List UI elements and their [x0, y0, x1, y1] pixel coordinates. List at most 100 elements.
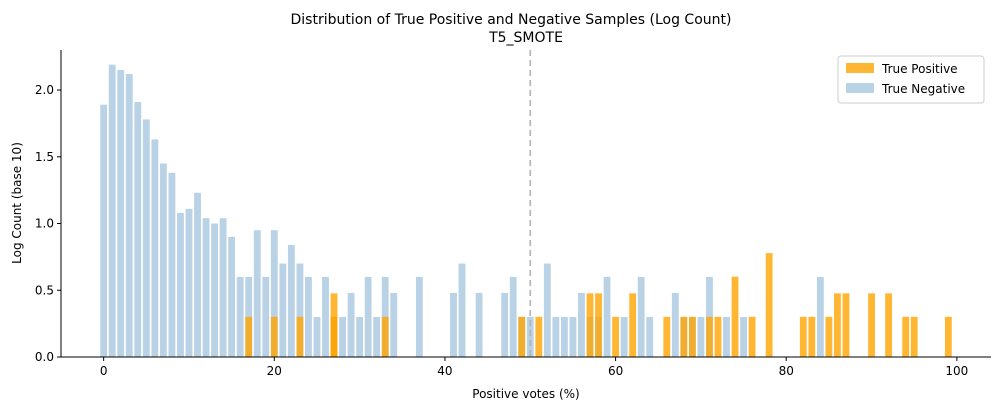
true-negative-bar	[253, 230, 261, 357]
true-positive-bar	[518, 316, 526, 357]
true-positive-bar	[910, 316, 918, 357]
true-negative-bar	[228, 236, 236, 357]
true-negative-bar	[142, 119, 150, 357]
true-negative-bar	[620, 316, 628, 357]
legend-label-true-negative: True Negative	[881, 82, 965, 96]
true-negative-bar	[816, 276, 824, 357]
true-negative-bar	[603, 276, 611, 357]
true-positive-bar	[296, 316, 304, 357]
true-positive-bar	[381, 316, 389, 357]
true-negative-bar	[219, 218, 227, 357]
true-positive-bar	[330, 316, 338, 357]
true-negative-bar	[279, 263, 287, 357]
y-axis-label: Log Count (base 10)	[10, 142, 24, 264]
x-tick-label: 40	[437, 364, 452, 378]
true-negative-bar	[194, 192, 201, 357]
true-negative-bar	[723, 316, 730, 357]
true-positive-bar	[765, 253, 773, 357]
true-positive-bar	[799, 316, 807, 357]
true-negative-bar	[373, 316, 381, 357]
y-tick-label: 1.5	[35, 150, 54, 164]
y-tick-label: 2.0	[35, 83, 54, 97]
true-positive-bar	[808, 316, 816, 357]
true-negative-bar	[740, 316, 747, 357]
true-positive-bar	[944, 316, 952, 357]
true-negative-bar	[637, 276, 645, 357]
true-negative-bar	[168, 172, 176, 357]
true-positive-bar	[706, 316, 713, 357]
x-tick-label: 0	[100, 364, 108, 378]
true-positive-bar	[902, 316, 910, 357]
true-negative-bar	[134, 102, 142, 357]
true-positive-bar	[688, 316, 696, 357]
y-ticks: 0.0 0.5 1.0 1.5 2.0	[35, 83, 61, 364]
y-tick-label: 0.0	[35, 350, 54, 364]
y-tick-label: 0.5	[35, 283, 54, 297]
true-negative-bar	[697, 316, 705, 357]
true-negative-bar	[646, 316, 654, 357]
true-positive-bar	[868, 293, 875, 357]
legend-box	[837, 55, 985, 104]
true-negative-bar	[543, 263, 551, 357]
true-positive-bar	[663, 316, 671, 357]
true-negative-bar	[552, 316, 560, 357]
chart-title: Distribution of True Positive and Negati…	[291, 12, 732, 28]
true-negative-bar	[415, 276, 423, 357]
true-positive-bar	[825, 316, 833, 357]
true-negative-bar	[339, 316, 346, 357]
true-negative-bar	[322, 276, 329, 357]
legend-label-true-positive: True Positive	[881, 62, 958, 76]
true-negative-bar	[313, 316, 321, 357]
true-negative-bar	[356, 316, 364, 357]
true-negative-bar	[151, 139, 159, 357]
true-negative-bar	[177, 212, 184, 357]
true-negative-bar	[202, 218, 210, 357]
y-tick-label: 1.0	[35, 217, 54, 231]
true-positive-bar	[714, 316, 722, 357]
true-negative-bar	[450, 292, 457, 357]
true-negative-bars	[100, 64, 824, 358]
true-positive-bar	[680, 316, 688, 357]
true-negative-bar	[569, 316, 577, 357]
true-positive-bar	[834, 293, 841, 357]
true-positive-bar	[629, 293, 637, 357]
true-negative-bar	[526, 316, 534, 357]
true-negative-bar	[262, 276, 270, 357]
true-positive-bar	[595, 293, 602, 357]
x-tick-label: 60	[608, 364, 623, 378]
true-negative-bar	[509, 276, 517, 357]
true-positive-bar	[245, 316, 253, 357]
true-negative-bar	[458, 263, 466, 357]
true-positive-bar	[842, 293, 850, 357]
true-negative-bar	[671, 292, 679, 357]
true-negative-bar	[305, 276, 312, 357]
x-axis-label: Positive votes (%)	[472, 387, 579, 401]
true-negative-bar	[296, 263, 304, 357]
true-positive-bars	[245, 253, 952, 357]
true-negative-bar	[108, 64, 116, 358]
true-negative-bar	[475, 292, 483, 357]
true-negative-bar	[347, 292, 355, 357]
legend-swatch-true-negative	[846, 83, 874, 93]
legend-swatch-true-positive	[846, 63, 874, 73]
true-negative-bar	[578, 292, 585, 357]
x-tick-label: 100	[945, 364, 968, 378]
true-negative-bar	[211, 223, 218, 357]
x-tick-label: 20	[267, 364, 282, 378]
x-ticks: 0 20 40 60 80 100	[100, 357, 968, 378]
chart-subtitle: T5_SMOTE	[488, 30, 563, 46]
true-negative-bar	[117, 70, 125, 358]
legend: True Positive True Negative	[837, 55, 985, 104]
true-negative-bar	[501, 292, 509, 357]
true-positive-bar	[535, 316, 543, 357]
true-negative-bar	[125, 74, 133, 357]
true-negative-bar	[364, 276, 372, 357]
true-negative-bar	[390, 292, 398, 357]
true-positive-bar	[731, 276, 739, 357]
x-tick-label: 80	[779, 364, 794, 378]
true-negative-bar	[560, 316, 568, 357]
true-negative-bar	[287, 244, 295, 357]
true-negative-bar	[185, 208, 193, 357]
true-negative-bar	[100, 104, 108, 357]
